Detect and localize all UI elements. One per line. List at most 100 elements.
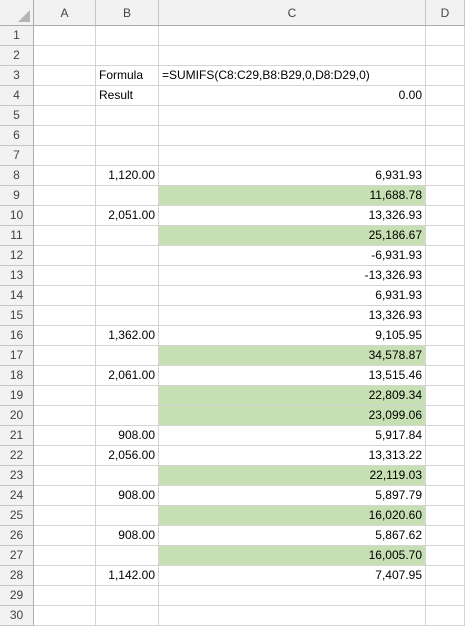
cell-b9[interactable] [96, 186, 159, 206]
cell-a21[interactable] [34, 426, 96, 446]
cell-d28[interactable] [426, 566, 465, 586]
cell-c8[interactable]: 6,931.93 [159, 166, 426, 186]
row-header-9[interactable]: 9 [0, 186, 34, 206]
cell-b26[interactable]: 908.00 [96, 526, 159, 546]
cell-d4[interactable] [426, 86, 465, 106]
row-header-25[interactable]: 25 [0, 506, 34, 526]
cell-d1[interactable] [426, 26, 465, 46]
row-header-6[interactable]: 6 [0, 126, 34, 146]
row-header-29[interactable]: 29 [0, 586, 34, 606]
cell-a14[interactable] [34, 286, 96, 306]
cell-a13[interactable] [34, 266, 96, 286]
cell-b2[interactable] [96, 46, 159, 66]
row-header-28[interactable]: 28 [0, 566, 34, 586]
cell-a8[interactable] [34, 166, 96, 186]
cell-d16[interactable] [426, 326, 465, 346]
cell-b28[interactable]: 1,142.00 [96, 566, 159, 586]
cell-b21[interactable]: 908.00 [96, 426, 159, 446]
cell-a23[interactable] [34, 466, 96, 486]
cell-b29[interactable] [96, 586, 159, 606]
cell-d14[interactable] [426, 286, 465, 306]
cell-a18[interactable] [34, 366, 96, 386]
cell-a12[interactable] [34, 246, 96, 266]
cell-b6[interactable] [96, 126, 159, 146]
cell-c26[interactable]: 5,867.62 [159, 526, 426, 546]
row-header-30[interactable]: 30 [0, 606, 34, 626]
cell-c10[interactable]: 13,326.93 [159, 206, 426, 226]
cell-b25[interactable] [96, 506, 159, 526]
row-header-2[interactable]: 2 [0, 46, 34, 66]
cell-c2[interactable] [159, 46, 426, 66]
row-header-8[interactable]: 8 [0, 166, 34, 186]
column-header-a[interactable]: A [34, 0, 96, 26]
cell-c21[interactable]: 5,917.84 [159, 426, 426, 446]
cell-a26[interactable] [34, 526, 96, 546]
row-header-19[interactable]: 19 [0, 386, 34, 406]
row-header-10[interactable]: 10 [0, 206, 34, 226]
row-header-13[interactable]: 13 [0, 266, 34, 286]
cell-c28[interactable]: 7,407.95 [159, 566, 426, 586]
cell-b8[interactable]: 1,120.00 [96, 166, 159, 186]
row-header-15[interactable]: 15 [0, 306, 34, 326]
row-header-5[interactable]: 5 [0, 106, 34, 126]
cell-b5[interactable] [96, 106, 159, 126]
cell-d3[interactable] [426, 66, 465, 86]
cell-a24[interactable] [34, 486, 96, 506]
cell-d22[interactable] [426, 446, 465, 466]
cell-b10[interactable]: 2,051.00 [96, 206, 159, 226]
cell-c6[interactable] [159, 126, 426, 146]
row-header-27[interactable]: 27 [0, 546, 34, 566]
cell-a10[interactable] [34, 206, 96, 226]
cell-d20[interactable] [426, 406, 465, 426]
cell-c13[interactable]: -13,326.93 [159, 266, 426, 286]
cell-d23[interactable] [426, 466, 465, 486]
cell-b24[interactable]: 908.00 [96, 486, 159, 506]
cell-d26[interactable] [426, 526, 465, 546]
cell-c7[interactable] [159, 146, 426, 166]
cell-d29[interactable] [426, 586, 465, 606]
cell-d30[interactable] [426, 606, 465, 626]
cell-a27[interactable] [34, 546, 96, 566]
cell-b30[interactable] [96, 606, 159, 626]
cell-c14[interactable]: 6,931.93 [159, 286, 426, 306]
cell-b23[interactable] [96, 466, 159, 486]
cell-a3[interactable] [34, 66, 96, 86]
cell-a9[interactable] [34, 186, 96, 206]
cell-d21[interactable] [426, 426, 465, 446]
cell-c17[interactable]: 34,578.87 [159, 346, 426, 366]
cell-a7[interactable] [34, 146, 96, 166]
select-all-corner[interactable] [0, 0, 34, 26]
cell-c15[interactable]: 13,326.93 [159, 306, 426, 326]
cell-d25[interactable] [426, 506, 465, 526]
cell-d17[interactable] [426, 346, 465, 366]
column-header-d[interactable]: D [426, 0, 465, 26]
cell-d13[interactable] [426, 266, 465, 286]
cell-c25[interactable]: 16,020.60 [159, 506, 426, 526]
cell-a22[interactable] [34, 446, 96, 466]
cell-c23[interactable]: 22,119.03 [159, 466, 426, 486]
cell-c20[interactable]: 23,099.06 [159, 406, 426, 426]
cell-a4[interactable] [34, 86, 96, 106]
row-header-21[interactable]: 21 [0, 426, 34, 446]
cell-a29[interactable] [34, 586, 96, 606]
cell-d5[interactable] [426, 106, 465, 126]
cell-d10[interactable] [426, 206, 465, 226]
cell-b27[interactable] [96, 546, 159, 566]
cell-a5[interactable] [34, 106, 96, 126]
cell-b7[interactable] [96, 146, 159, 166]
cell-c24[interactable]: 5,897.79 [159, 486, 426, 506]
cell-c9[interactable]: 11,688.78 [159, 186, 426, 206]
cell-d19[interactable] [426, 386, 465, 406]
cell-a6[interactable] [34, 126, 96, 146]
cell-c3[interactable]: =SUMIFS(C8:C29,B8:B29,0,D8:D29,0) [159, 66, 426, 86]
row-header-16[interactable]: 16 [0, 326, 34, 346]
row-header-24[interactable]: 24 [0, 486, 34, 506]
cell-b14[interactable] [96, 286, 159, 306]
cell-c27[interactable]: 16,005.70 [159, 546, 426, 566]
cell-d15[interactable] [426, 306, 465, 326]
row-header-3[interactable]: 3 [0, 66, 34, 86]
cell-b19[interactable] [96, 386, 159, 406]
cell-d2[interactable] [426, 46, 465, 66]
cell-c22[interactable]: 13,313.22 [159, 446, 426, 466]
column-header-c[interactable]: C [159, 0, 426, 26]
